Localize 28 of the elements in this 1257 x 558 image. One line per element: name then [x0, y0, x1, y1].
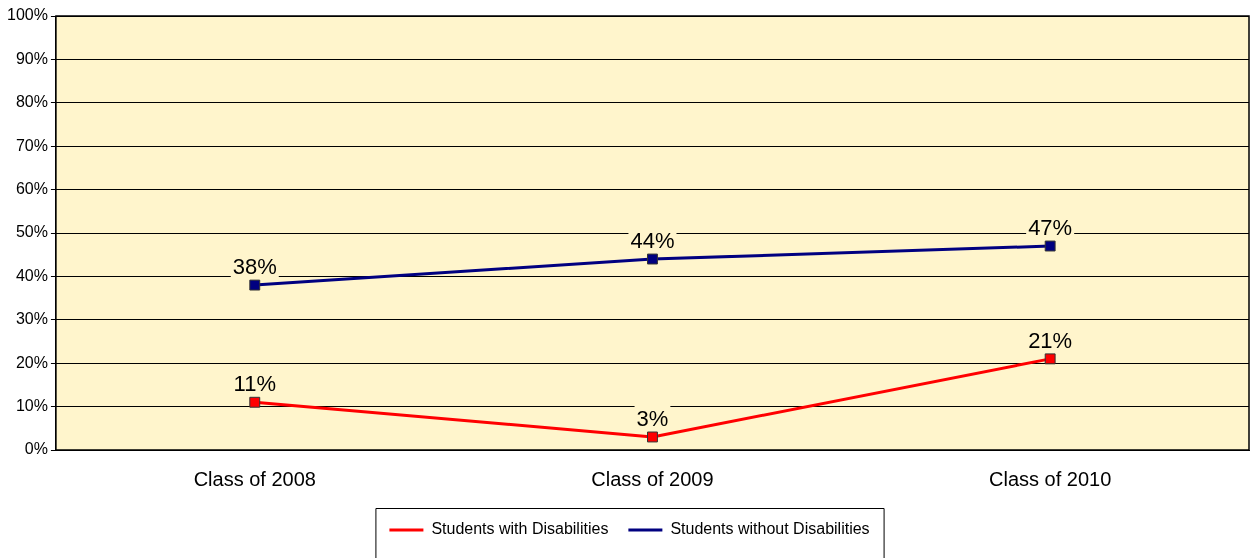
y-tick-label: 30%	[15, 310, 48, 328]
y-tick-label: 0%	[24, 440, 48, 458]
data-label: 38%	[232, 254, 277, 280]
x-tick-label: Class of 2008	[193, 467, 316, 490]
legend-label: Students with Disabilities	[431, 520, 609, 538]
x-tick-label: Class of 2010	[989, 467, 1112, 490]
data-label: 11%	[233, 371, 276, 397]
y-tick-label: 10%	[15, 397, 48, 415]
y-tick-label: 60%	[15, 180, 48, 198]
data-label: 21%	[1028, 327, 1073, 353]
y-tick-label: 20%	[15, 353, 48, 371]
y-tick-label: 50%	[15, 223, 48, 241]
y-tick-label: 90%	[15, 49, 48, 67]
x-tick-label: Class of 2009	[591, 467, 714, 490]
data-label: 3%	[636, 406, 669, 432]
data-label: 47%	[1028, 215, 1073, 241]
point	[249, 396, 261, 408]
point	[249, 279, 261, 291]
point	[647, 253, 658, 265]
y-tick-label: 40%	[15, 266, 48, 284]
point	[1044, 353, 1056, 365]
y-tick-label: 80%	[15, 93, 48, 111]
data-label: 44%	[630, 228, 675, 254]
y-tick-label: 70%	[15, 136, 48, 154]
point	[647, 431, 658, 443]
point	[1044, 240, 1056, 252]
y-tick-label: 100%	[7, 6, 48, 24]
legend-label: Students without Disabilities	[670, 520, 870, 538]
